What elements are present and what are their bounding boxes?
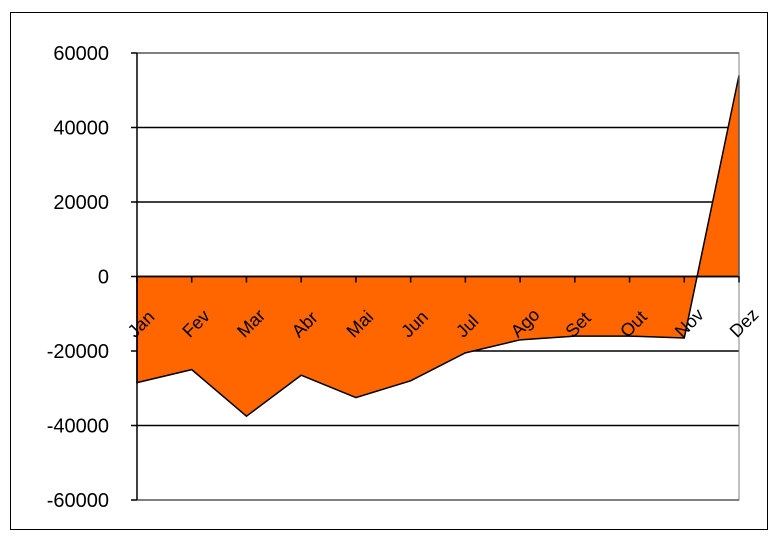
y-tick-label: 0 [98, 267, 109, 289]
y-tick-label: 40000 [53, 118, 109, 140]
y-tick-label: 20000 [53, 192, 109, 214]
area-series [136, 75, 740, 418]
y-tick-label: -40000 [47, 416, 109, 438]
y-tick-label: -20000 [47, 341, 109, 363]
y-tick-label: -60000 [47, 490, 109, 512]
y-tick-label: 60000 [53, 43, 109, 65]
x-tick-label: Dez [726, 305, 763, 342]
y-axis: 60000 40000 20000 0 -20000 -40000 -60000 [47, 43, 137, 512]
plot-border [136, 52, 740, 501]
